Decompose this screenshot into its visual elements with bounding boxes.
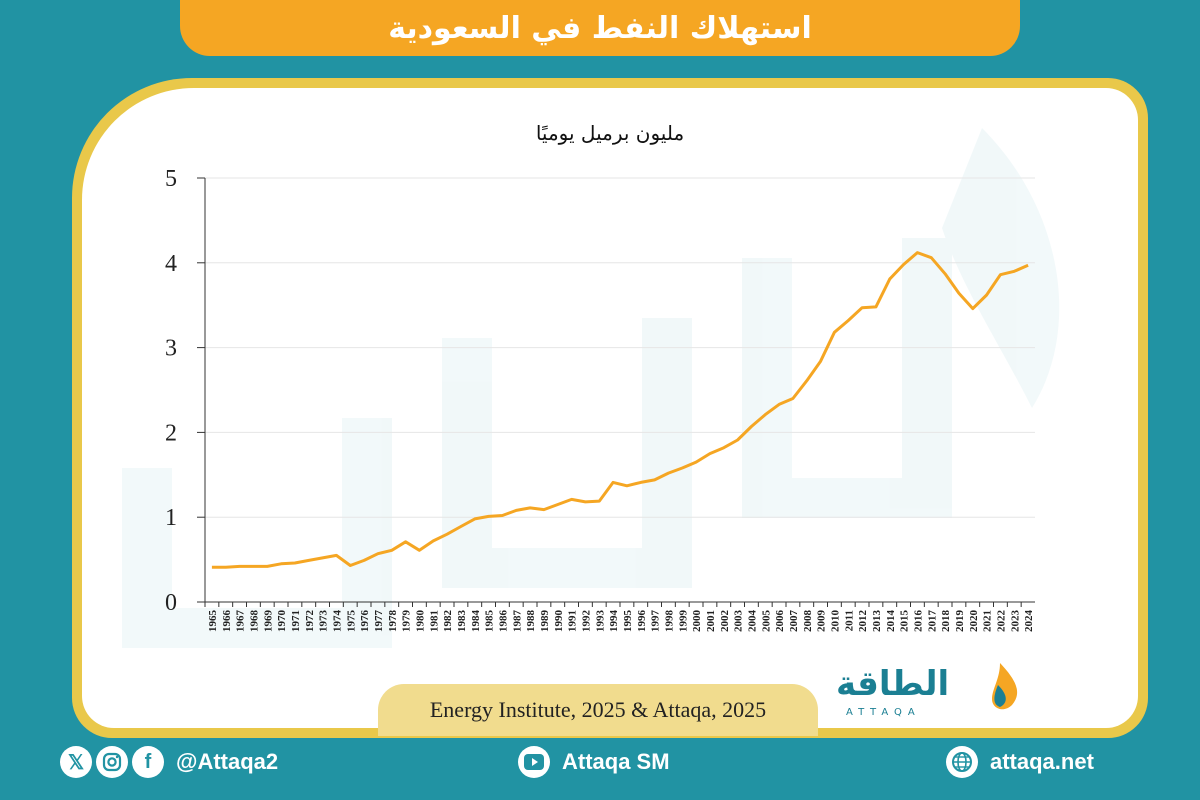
x-tick-label: 2012: [857, 610, 869, 633]
x-tick-label: 1986: [497, 610, 509, 633]
globe-icon[interactable]: [946, 746, 978, 778]
x-tick-label: 1989: [539, 610, 551, 633]
x-tick-label: 2023: [1009, 610, 1021, 633]
facebook-icon[interactable]: f: [132, 746, 164, 778]
x-icon[interactable]: 𝕏: [60, 746, 92, 778]
y-tick-label: 0: [165, 590, 177, 616]
x-tick-label: 1987: [511, 610, 523, 633]
x-tick-label: 2021: [982, 610, 994, 632]
x-tick-label: 1968: [248, 610, 260, 633]
x-tick-label: 1996: [636, 610, 648, 633]
x-tick-label: 2024: [1023, 610, 1035, 633]
y-tick-label: 4: [165, 251, 177, 277]
youtube-channel[interactable]: Attaqa SM: [562, 749, 670, 774]
x-tick-label: 2006: [774, 610, 786, 633]
social-group: 𝕏 f @Attaqa2: [60, 742, 278, 782]
x-tick-label: 2015: [899, 610, 911, 633]
x-tick-label: 1970: [276, 610, 288, 633]
x-tick-label: 1972: [304, 610, 316, 633]
youtube-icon[interactable]: [518, 746, 550, 778]
x-tick-label: 1980: [414, 610, 426, 633]
x-tick-label: 1975: [345, 610, 357, 633]
x-tick-label: 1994: [608, 610, 620, 633]
x-tick-label: 1985: [484, 610, 496, 633]
x-tick-label: 2007: [788, 610, 800, 633]
instagram-icon[interactable]: [96, 746, 128, 778]
x-tick-label: 1988: [525, 610, 537, 633]
x-tick-label: 1978: [387, 610, 399, 633]
x-tick-label: 1999: [677, 610, 689, 633]
x-tick-label: 2011: [843, 610, 855, 631]
x-tick-label: 1982: [442, 610, 454, 633]
x-tick-label: 1993: [594, 610, 606, 633]
y-tick-label: 3: [165, 336, 177, 362]
x-axis: 1965 1966 1967 1968 1969 1970 1971 1972 1973 1974…: [204, 601, 1035, 633]
title-bar: استهلاك النفط في السعودية: [180, 0, 1020, 56]
x-tick-label: 1979: [401, 610, 413, 633]
x-tick-label: 2004: [746, 610, 758, 633]
x-tick-label: 1984: [470, 610, 482, 633]
x-tick-label: 2014: [885, 610, 897, 633]
x-tick-label: 2003: [733, 610, 745, 633]
x-tick-label: 1973: [318, 610, 330, 633]
x-tick-label: 1971: [290, 610, 302, 632]
x-tick-label: 2010: [829, 610, 841, 633]
y-tick-label: 5: [165, 166, 177, 192]
x-tick-label: 2019: [954, 610, 966, 633]
x-tick-label: 1981: [428, 610, 440, 632]
x-tick-label: 2020: [968, 610, 980, 633]
x-tick-label: 2001: [705, 610, 717, 632]
x-tick-label: 1974: [331, 610, 343, 633]
logo-arabic-text: الطاقة: [836, 664, 949, 704]
x-tick-label: 2008: [802, 610, 814, 633]
source-text: Energy Institute, 2025 & Attaqa, 2025: [429, 697, 767, 722]
x-tick-label: 1998: [663, 610, 675, 633]
x-tick-label: 2016: [912, 610, 924, 633]
page-title: استهلاك النفط في السعودية: [388, 10, 812, 46]
unit-label: مليون برميل يوميًا: [536, 121, 684, 145]
x-tick-label: 1977: [373, 610, 385, 633]
y-axis: 0 1 2 3 4 5: [165, 166, 206, 616]
x-tick-label: 2005: [760, 610, 772, 633]
x-tick-label: 1969: [262, 610, 274, 633]
x-tick-label: 1997: [650, 610, 662, 633]
x-tick-label: 1995: [622, 610, 634, 633]
website-link[interactable]: attaqa.net: [990, 749, 1094, 774]
logo-latin-text: ATTAQA: [846, 707, 921, 718]
x-tick-label: 1992: [580, 610, 592, 633]
x-tick-label: 2000: [691, 610, 703, 633]
website-group: attaqa.net: [946, 742, 1094, 782]
x-tick-label: 1966: [221, 610, 233, 633]
y-tick-label: 2: [165, 420, 177, 446]
social-handle[interactable]: @Attaqa2: [176, 749, 279, 774]
x-tick-label: 1965: [207, 610, 219, 633]
source-box: Energy Institute, 2025 & Attaqa, 2025: [378, 684, 818, 736]
x-tick-label: 2022: [995, 610, 1007, 633]
x-tick-label: 2002: [719, 610, 731, 633]
x-tick-label: 2017: [926, 610, 938, 633]
y-tick-label: 1: [165, 505, 177, 531]
x-tick-label: 1983: [456, 610, 468, 633]
grid-lines: [205, 177, 1035, 518]
x-tick-label: 1991: [567, 610, 579, 632]
x-tick-label: 1990: [553, 610, 565, 633]
attaqa-logo: الطاقة ATTAQA: [836, 663, 1018, 718]
series-line: [211, 251, 1029, 569]
x-tick-label: 2018: [940, 610, 952, 633]
youtube-group: Attaqa SM: [518, 742, 670, 782]
x-tick-label: 2013: [871, 610, 883, 633]
x-tick-label: 2009: [816, 610, 828, 633]
x-tick-label: 1967: [235, 610, 247, 633]
logo-drop-icon: [992, 663, 1018, 710]
x-tick-label: 1976: [359, 610, 371, 633]
